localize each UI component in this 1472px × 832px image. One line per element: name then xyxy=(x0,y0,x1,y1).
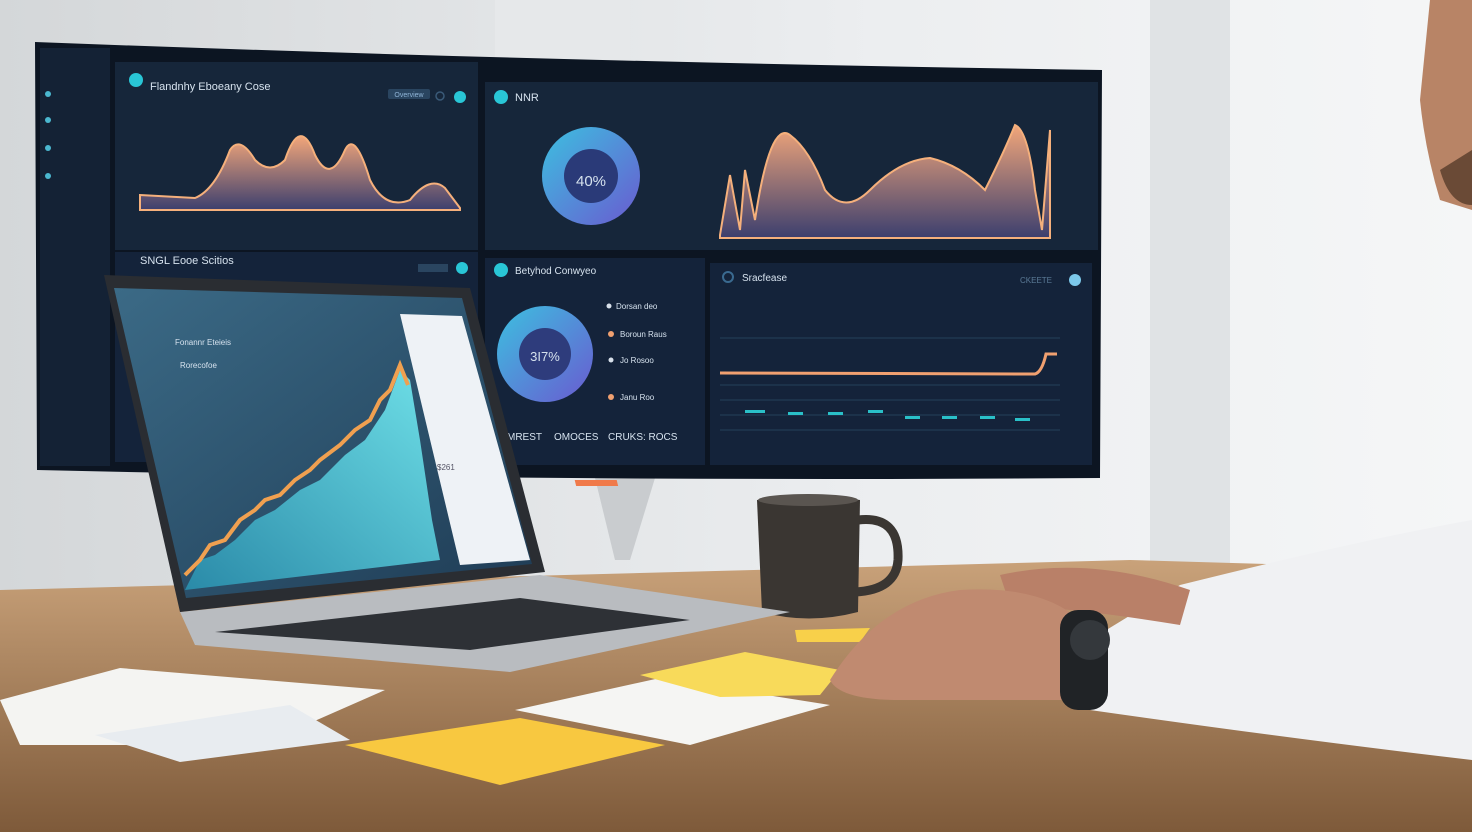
laptop-keyboard xyxy=(215,598,690,650)
legend-item: Dorsan deo xyxy=(616,302,658,311)
area-chart-series xyxy=(139,135,461,211)
panel-title: Betyhod Conwyeo xyxy=(515,266,597,277)
paper-sketch xyxy=(95,705,350,762)
panel-icon xyxy=(722,271,734,283)
panel-badge-label[interactable]: Overview xyxy=(394,92,424,99)
coffee-mug xyxy=(757,494,903,619)
panel-action-icon[interactable] xyxy=(1069,274,1081,286)
wall-edge xyxy=(1150,0,1230,590)
laptop-line-series xyxy=(183,359,410,577)
panel-help-icon[interactable] xyxy=(435,91,445,101)
area-chart-series xyxy=(719,123,1051,239)
laptop-side-panel xyxy=(400,314,530,565)
panel-line-chart: Sracfease CKEETE xyxy=(710,263,1092,465)
footer-label: CRUKS: ROCS xyxy=(608,432,678,443)
laptop-side-value: $261 xyxy=(437,463,455,472)
donut-legend: Dorsan deo Boroun Raus Jo Rosoo Janu Roo xyxy=(606,302,667,402)
bar-labels xyxy=(745,410,1030,421)
sidebar-icons xyxy=(45,91,51,179)
legend-item: Janu Roo xyxy=(620,393,655,402)
line-series xyxy=(719,352,1057,376)
sidebar-icon[interactable] xyxy=(45,91,51,97)
footer-label: MREST xyxy=(507,432,542,443)
person-face xyxy=(1420,0,1472,210)
laptop: $261 Fonannr Eteieis Rorecofoe xyxy=(104,275,790,672)
panel-donut-legend: Betyhod Conwyeo 3I7% Dorsan deo Boroun R… xyxy=(485,258,705,465)
panel-action-icon[interactable] xyxy=(454,91,466,103)
sticky-note xyxy=(345,718,665,785)
panel-title: Sracfease xyxy=(742,273,787,284)
gridlines xyxy=(720,337,1060,431)
shirt-sleeve xyxy=(1090,520,1472,760)
person-beard xyxy=(1440,150,1472,205)
legend-item: Jo Rosoo xyxy=(620,356,654,365)
sticky-note xyxy=(795,628,870,642)
panel-badge[interactable]: CKEETE xyxy=(1020,276,1052,285)
panel-badge[interactable] xyxy=(418,264,448,272)
panel-title: SNGL Eooe Scitios xyxy=(140,255,234,267)
panel-area-chart: Flandnhy Eboeany Cose Overview xyxy=(115,62,478,250)
footer-label: OMOCES xyxy=(554,432,599,443)
laptop-header: Fonannr Eteieis xyxy=(175,338,231,347)
donut-hole xyxy=(564,149,618,203)
monitor-stand xyxy=(595,478,655,560)
donut-value: 3I7% xyxy=(530,349,560,364)
panel-badge[interactable] xyxy=(388,89,430,99)
donut-hole xyxy=(519,328,571,380)
laptop-progress xyxy=(574,480,619,486)
sidebar-icon[interactable] xyxy=(45,173,51,179)
hand-front xyxy=(830,589,1085,700)
panel-icon xyxy=(129,73,143,87)
person xyxy=(830,0,1472,760)
panel-title: Flandnhy Eboeany Cose xyxy=(150,81,270,93)
panel-title: NNR xyxy=(515,92,539,104)
monitor-sidebar xyxy=(40,48,110,466)
sidebar-icon[interactable] xyxy=(45,145,51,151)
donut-value: 40% xyxy=(576,173,606,190)
hand-back xyxy=(1000,567,1190,625)
sticky-note xyxy=(640,652,840,697)
watch-face xyxy=(1070,620,1110,660)
panel-icon xyxy=(494,263,508,277)
legend-item: Boroun Raus xyxy=(620,330,667,339)
panel-icon xyxy=(494,90,508,104)
sidebar-icon[interactable] xyxy=(45,117,51,123)
panel-donut-area: NNR 40% xyxy=(485,82,1098,250)
panel-action-icon[interactable] xyxy=(456,262,468,274)
laptop-area-chart xyxy=(185,370,440,590)
laptop-subtitle: Rorecofoe xyxy=(180,361,217,370)
